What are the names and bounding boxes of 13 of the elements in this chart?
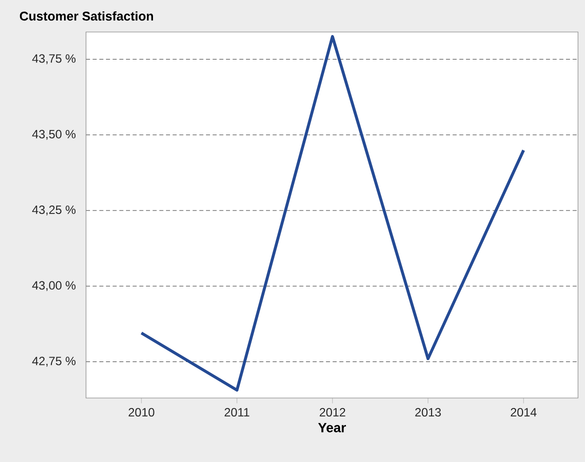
x-tick-label: 2014 [510,408,537,417]
x-tick-label: 2011 [224,408,250,417]
y-tick-label: 43,00 % [32,281,76,292]
y-tick-label: 43,25 % [32,206,76,216]
chart-title: Customer Satisfaction [20,11,154,21]
y-tick-label: 43,75 % [32,54,76,64]
x-tick-label: 2013 [415,408,441,417]
y-tick-label: 43,50 % [32,130,76,140]
y-tick-label: 42,75 % [32,356,76,367]
x-tick-label: 2010 [128,408,154,417]
x-axis-title: Year [318,423,346,432]
line-series [140,35,526,392]
x-tick-label: 2012 [320,408,346,417]
